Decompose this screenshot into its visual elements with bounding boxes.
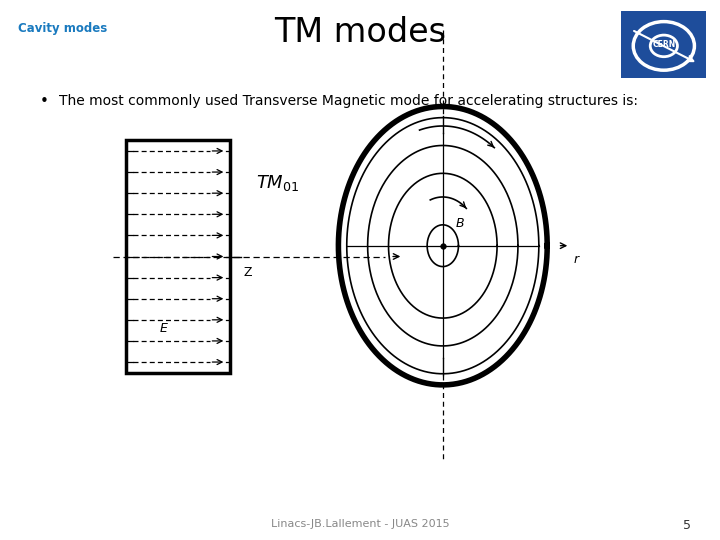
Text: $TM_{01}$: $TM_{01}$ <box>256 173 299 193</box>
Text: CERN: CERN <box>652 40 675 49</box>
Text: r: r <box>573 253 578 266</box>
Text: The most commonly used Transverse Magnetic mode for accelerating structures is:: The most commonly used Transverse Magnet… <box>59 94 638 109</box>
Text: B: B <box>455 217 464 230</box>
Text: Cavity modes: Cavity modes <box>18 22 107 35</box>
Text: Linacs-JB.Lallement - JUAS 2015: Linacs-JB.Lallement - JUAS 2015 <box>271 519 449 530</box>
Text: 5: 5 <box>683 519 691 532</box>
Text: E: E <box>159 321 167 334</box>
Text: •: • <box>40 94 48 110</box>
Text: Z: Z <box>244 266 253 279</box>
Text: TM modes: TM modes <box>274 16 446 49</box>
Bar <box>126 140 230 373</box>
